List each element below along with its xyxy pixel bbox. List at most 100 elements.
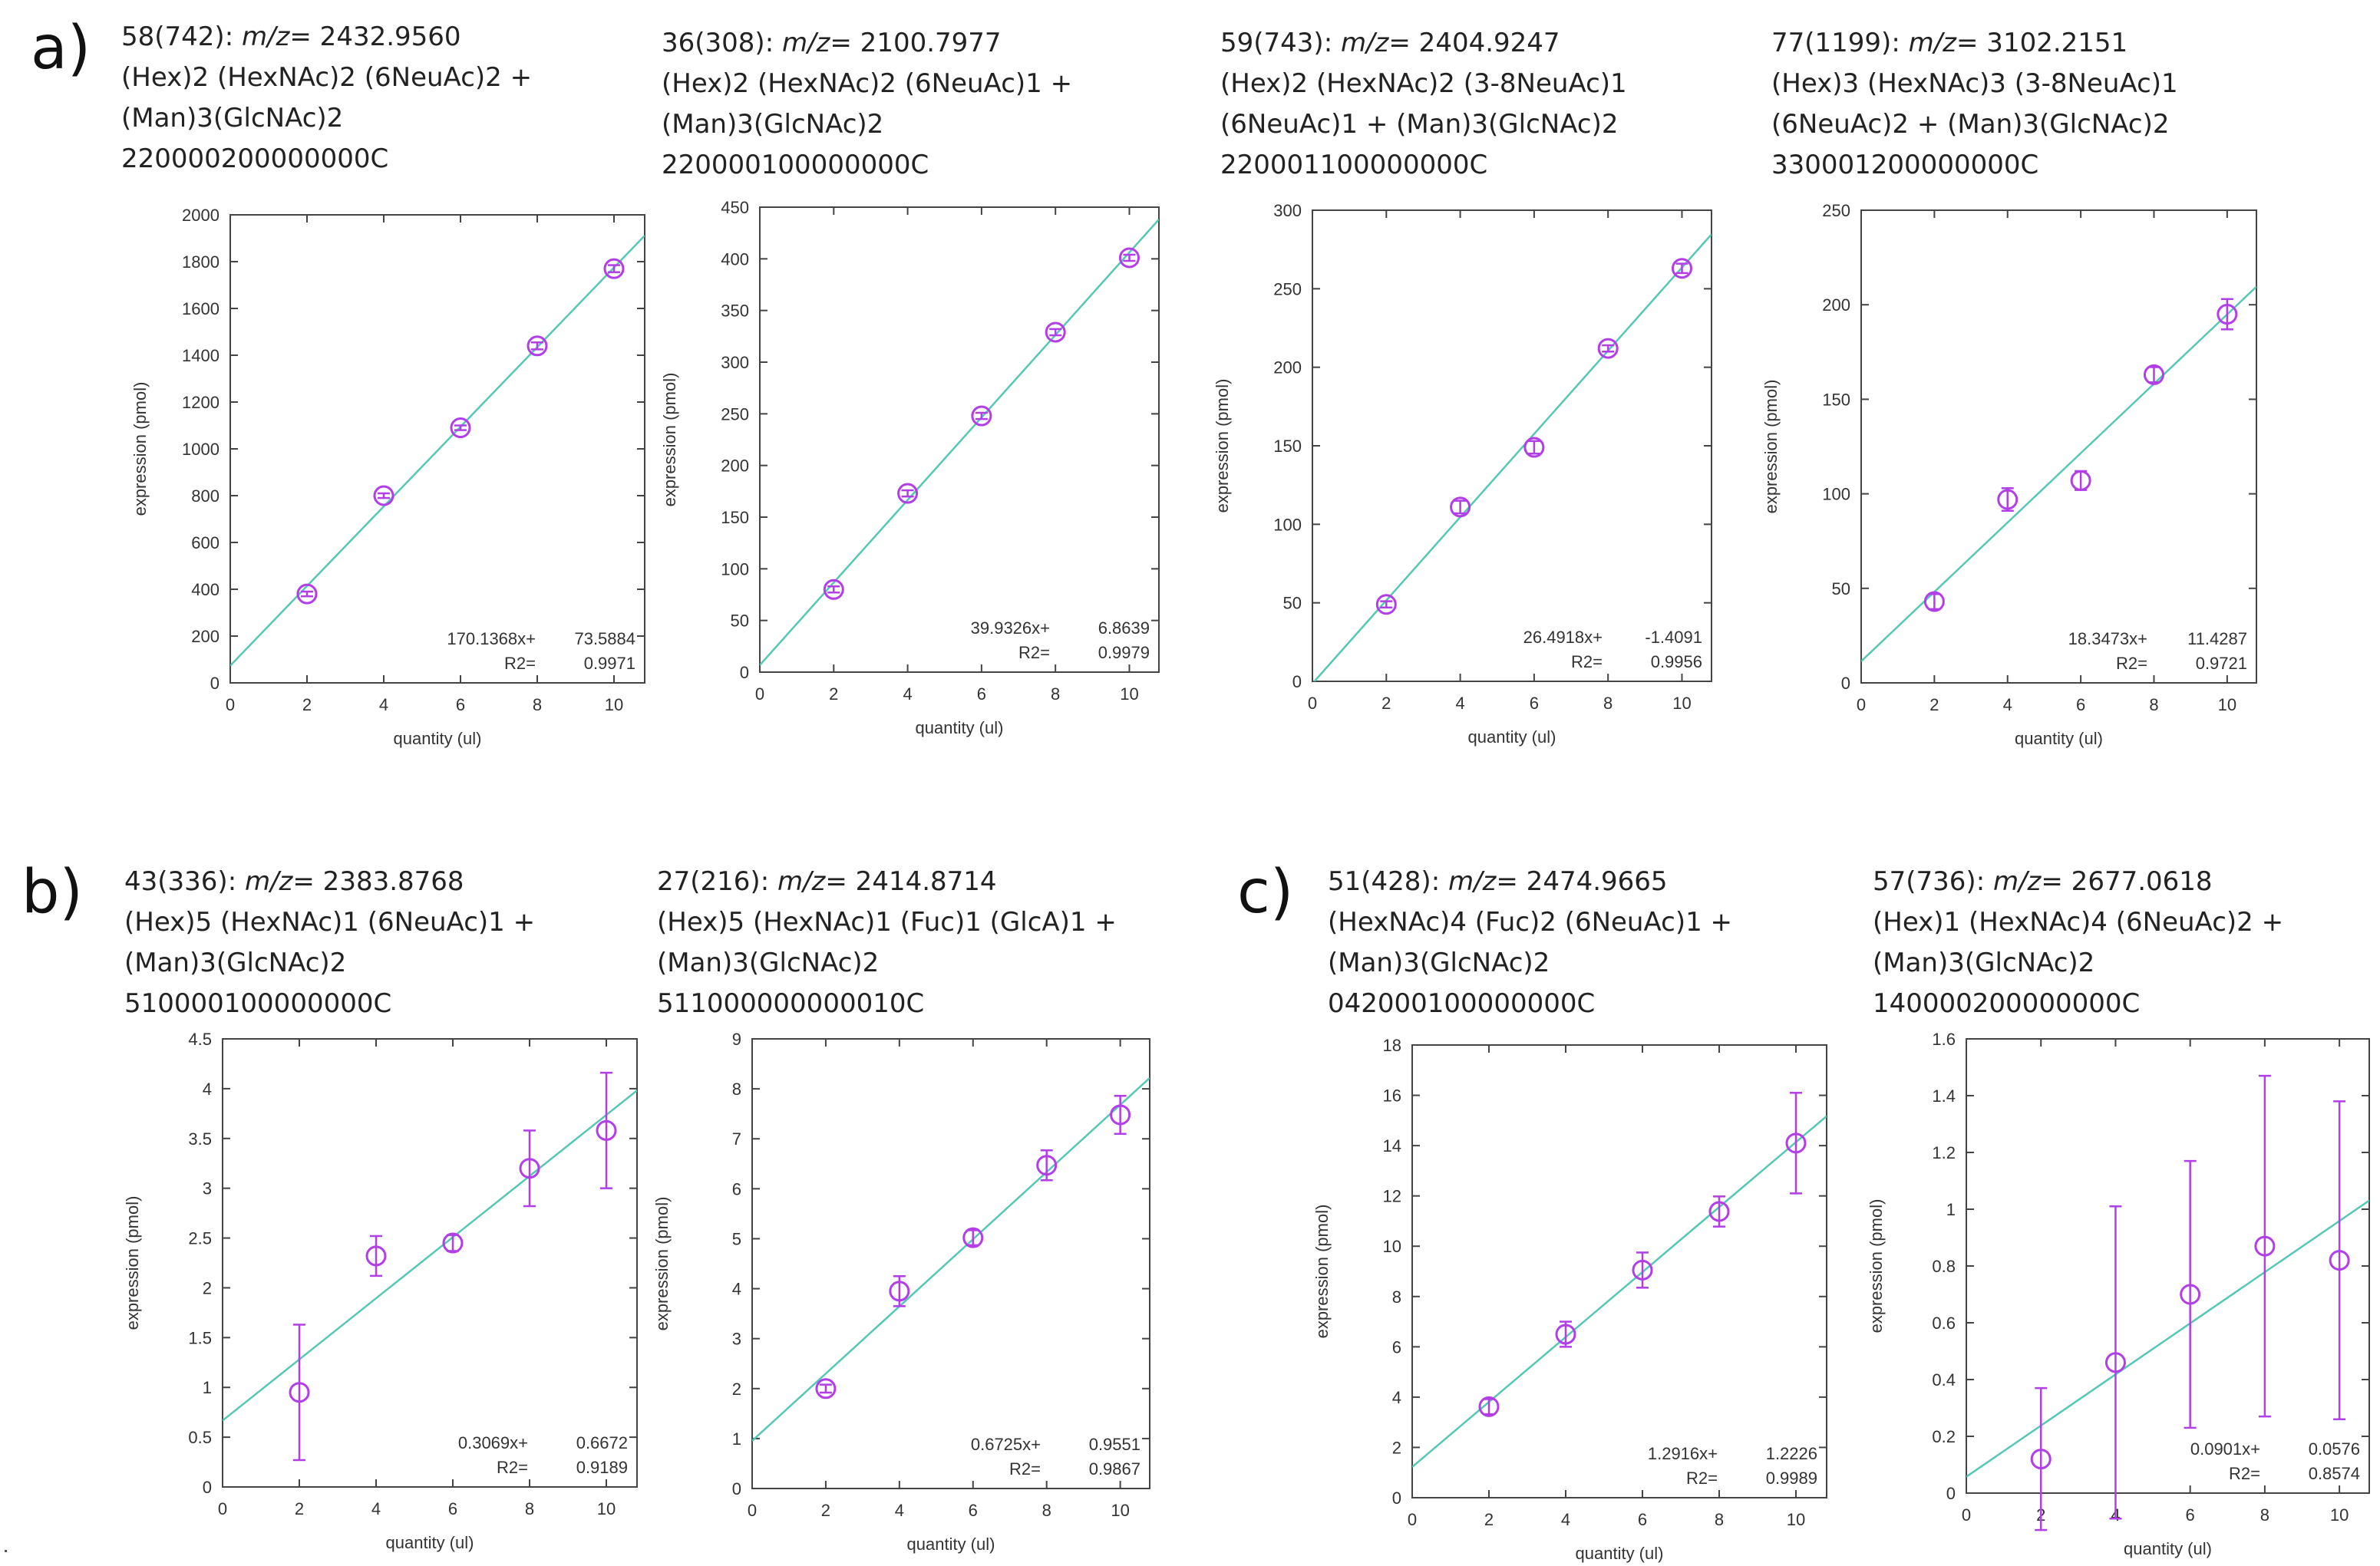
y-tick-label: 8 <box>732 1080 741 1099</box>
x-tick-label: 10 <box>2330 1505 2349 1525</box>
y-axis-label: expression (pmol) <box>1312 1205 1332 1339</box>
scatter-chart: 0 50 100 150 200 250 300 350 400 450 0 2 4 6 8 10 quanti… <box>660 198 1160 737</box>
y-tick-label: 100 <box>721 559 749 579</box>
data-point <box>519 1158 540 1179</box>
x-tick-label: 10 <box>1787 1510 1805 1529</box>
mz-value: = 2404.9247 <box>1388 28 1560 58</box>
fit-equation-intercept: 1.2226 <box>1766 1444 1817 1463</box>
composition-line: (6NeuAc)1 + (Man)3(GlcNAc)2 <box>1220 109 1619 140</box>
fit-equation-slope: 0.3069x+ <box>458 1433 528 1452</box>
y-tick-label: 0 <box>732 1479 741 1498</box>
r2-label: R2= <box>2116 654 2147 673</box>
y-tick-label: 0 <box>1946 1484 1956 1503</box>
y-tick-label: 2.5 <box>188 1229 212 1248</box>
data-point <box>1036 1155 1058 1176</box>
x-axis-label: quantity (ul) <box>1576 1544 1664 1563</box>
y-axis-label: expression (pmol) <box>660 373 679 507</box>
y-tick-label: 100 <box>1273 515 1302 534</box>
data-point <box>296 583 318 605</box>
scatter-chart: 0 50 100 150 200 250 0 2 4 6 8 10 quantity (ul) expre… <box>1761 201 2257 748</box>
x-axis-label: quantity (ul) <box>2124 1539 2212 1558</box>
data-point <box>1785 1132 1807 1154</box>
fit-equation-slope: 0.0901x+ <box>2190 1439 2260 1459</box>
x-axis-label: quantity (ul) <box>386 1533 474 1552</box>
data-point <box>450 417 471 439</box>
x-tick-label: 8 <box>533 695 542 714</box>
y-tick-label: 1200 <box>182 393 220 412</box>
fit-line <box>1861 285 2256 662</box>
x-tick-label: 6 <box>977 684 986 704</box>
x-tick-label: 0 <box>1857 695 1866 714</box>
data-point <box>2104 1352 2126 1373</box>
y-tick-label: 10 <box>1383 1237 1401 1256</box>
mz-value: = 2677.0618 <box>2041 866 2213 897</box>
y-tick-label: 0 <box>203 1478 212 1497</box>
y-tick-label: 0.5 <box>188 1428 212 1447</box>
y-tick-label: 1000 <box>182 440 220 459</box>
data-point <box>2180 1284 2201 1305</box>
x-tick-label: 8 <box>1715 1510 1724 1529</box>
data-point <box>1045 321 1066 343</box>
y-tick-label: 6 <box>732 1179 741 1198</box>
y-tick-label: 50 <box>1832 579 1850 598</box>
mz-value: = 2414.8714 <box>825 866 997 897</box>
glycan-id: 58(742): <box>121 21 234 52</box>
mz-label: m/z <box>1908 28 1957 58</box>
data-point <box>527 335 548 357</box>
y-tick-label: 16 <box>1383 1086 1401 1106</box>
y-axis-label: expression (pmol) <box>123 1196 142 1330</box>
composition-line: (Hex)1 (HexNAc)4 (6NeuAc)2 + <box>1873 907 2284 938</box>
r2-label: R2= <box>2229 1464 2260 1483</box>
y-tick-label: 2 <box>203 1278 212 1297</box>
y-tick-label: 200 <box>721 457 749 476</box>
r2-value: 0.9721 <box>2196 654 2247 673</box>
fit-equation-intercept: 0.6672 <box>576 1433 628 1452</box>
fit-equation-slope: 26.4918x+ <box>1523 628 1603 647</box>
plot-frame <box>751 1038 1150 1489</box>
y-tick-label: 0.4 <box>1932 1370 1956 1390</box>
y-tick-label: 0 <box>210 674 220 693</box>
data-point <box>1632 1259 1653 1281</box>
x-tick-label: 6 <box>2076 695 2085 714</box>
plot-frame <box>1860 209 2257 684</box>
fit-equation-intercept: -1.4091 <box>1645 628 1702 647</box>
y-tick-label: 1.5 <box>188 1328 212 1347</box>
y-tick-label: 300 <box>1273 201 1302 220</box>
r2-label: R2= <box>497 1458 528 1477</box>
composition-line: (Hex)2 (HexNAc)2 (3-8NeuAc)1 <box>1220 68 1627 99</box>
scatter-chart: 0 2 4 6 8 10 12 14 16 18 0 2 4 6 8 10 quantity (ul) expre… <box>1312 1036 1827 1563</box>
y-tick-label: 1 <box>732 1429 741 1449</box>
y-tick-label: 200 <box>1273 358 1302 377</box>
fit-equation-intercept: 11.4287 <box>2187 629 2247 648</box>
x-tick-label: 2 <box>829 684 838 704</box>
y-tick-label: 600 <box>191 533 220 552</box>
y-tick-label: 6 <box>1392 1337 1401 1357</box>
fit-equation-slope: 0.6725x+ <box>971 1435 1041 1454</box>
data-point <box>897 483 919 504</box>
x-tick-label: 10 <box>597 1499 616 1518</box>
r2-label: R2= <box>1009 1459 1041 1479</box>
r2-label: R2= <box>504 654 536 673</box>
y-tick-label: 200 <box>1822 295 1850 315</box>
chart-header: 51(428): m/z= 2474.9665 (HexNAc)4 (Fuc)2… <box>1328 862 1850 1024</box>
r2-value: 0.9971 <box>584 654 635 673</box>
y-tick-label: 4 <box>203 1080 212 1099</box>
y-tick-label: 200 <box>191 627 220 646</box>
x-tick-label: 4 <box>2003 695 2012 714</box>
x-tick-label: 10 <box>1111 1501 1129 1520</box>
y-tick-label: 4.5 <box>188 1030 212 1049</box>
x-tick-label: 0 <box>226 695 235 714</box>
stray-dot <box>5 1550 7 1552</box>
data-point <box>1708 1201 1730 1222</box>
fit-line <box>1312 233 1712 681</box>
x-tick-label: 2 <box>295 1499 304 1518</box>
y-tick-label: 50 <box>1283 594 1302 613</box>
x-axis-label: quantity (ul) <box>2015 729 2103 748</box>
glycan-id: 43(336): <box>124 866 237 897</box>
composition-line: (Hex)2 (HexNAc)2 (6NeuAc)1 + <box>662 68 1073 99</box>
x-tick-label: 0 <box>1308 694 1317 713</box>
fit-line <box>752 1076 1150 1442</box>
mz-value: = 2432.9560 <box>289 21 461 52</box>
data-point <box>2030 1449 2052 1470</box>
r2-value: 0.9189 <box>576 1458 628 1477</box>
